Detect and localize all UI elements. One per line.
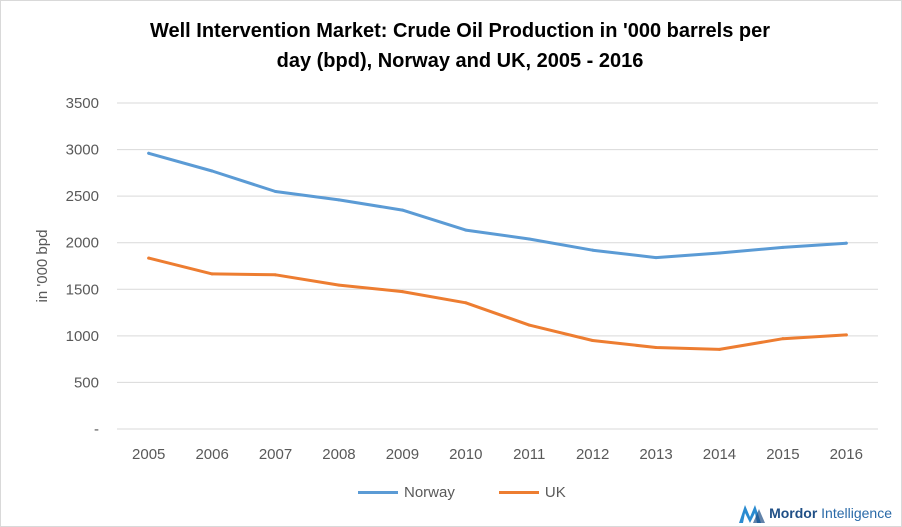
data-point-uk	[274, 273, 278, 277]
data-point-norway	[717, 251, 721, 255]
data-point-norway	[844, 241, 848, 245]
data-point-uk	[717, 347, 721, 351]
mordor-logo-icon	[739, 503, 766, 523]
legend-label-uk: UK	[544, 484, 566, 501]
data-point-uk	[527, 323, 531, 327]
data-point-norway	[591, 248, 595, 252]
legend-label-norway: Norway	[404, 484, 455, 501]
data-point-uk	[210, 272, 214, 276]
data-point-norway	[274, 189, 278, 193]
data-point-norway	[337, 198, 341, 202]
watermark-text: Mordor Intelligence	[769, 505, 892, 521]
y-tick-label: 2000	[66, 235, 99, 252]
x-tick-label: 2012	[576, 446, 609, 463]
y-tick-label: 3000	[66, 142, 99, 159]
chart-title-line-2: day (bpd), Norway and UK, 2005 - 2016	[276, 50, 644, 72]
data-point-norway	[527, 237, 531, 241]
legend: Norway UK	[358, 484, 566, 501]
y-axis-label: in '000 bpd	[34, 230, 51, 303]
data-point-norway	[654, 256, 658, 260]
legend-item-norway: Norway	[358, 484, 455, 501]
data-point-norway	[147, 151, 151, 155]
y-tick-label: 1000	[66, 328, 99, 345]
data-point-norway	[210, 169, 214, 173]
x-tick-label: 2007	[259, 446, 292, 463]
data-point-uk	[781, 337, 785, 341]
chart-title-line-1: Well Intervention Market: Crude Oil Prod…	[149, 20, 771, 42]
x-tick-label: 2010	[449, 446, 482, 463]
x-tick-label: 2015	[766, 446, 799, 463]
x-tick-label: 2011	[513, 446, 545, 463]
data-point-uk	[337, 283, 341, 287]
x-tick-label: 2005	[132, 446, 165, 463]
x-tick-label: 2008	[322, 446, 355, 463]
x-tick-label: 2013	[639, 446, 672, 463]
data-point-uk	[147, 256, 151, 260]
y-tick-label: 3500	[66, 95, 99, 112]
series-line-uk	[147, 256, 848, 351]
x-tick-label: 2016	[830, 446, 863, 463]
legend-item-uk: UK	[498, 484, 566, 501]
watermark-brand-rest: Intelligence	[817, 505, 892, 521]
data-point-uk	[400, 290, 404, 294]
data-point-norway	[464, 228, 468, 232]
y-tick-label: 2500	[66, 188, 99, 205]
data-point-norway	[781, 245, 785, 249]
x-tick-label: 2014	[703, 446, 736, 463]
y-tick-label: 1500	[66, 281, 99, 298]
legend-swatch-uk	[498, 491, 539, 494]
watermark-brand-bold: Mordor	[769, 505, 818, 521]
y-tick-label: -	[94, 421, 99, 438]
data-point-norway	[400, 208, 404, 212]
data-point-uk	[591, 339, 595, 343]
chart-title: Well Intervention Market: Crude Oil Prod…	[60, 16, 860, 76]
data-point-uk	[464, 301, 468, 305]
y-tick-label: 500	[74, 374, 99, 391]
x-tick-label: 2009	[386, 446, 419, 463]
legend-swatch-norway	[358, 491, 398, 494]
data-point-uk	[654, 346, 658, 349]
data-point-uk	[844, 333, 848, 337]
series-line-norway	[147, 151, 848, 260]
x-tick-label: 2006	[195, 446, 228, 463]
watermark-logo: Mordor Intelligence	[739, 503, 892, 523]
